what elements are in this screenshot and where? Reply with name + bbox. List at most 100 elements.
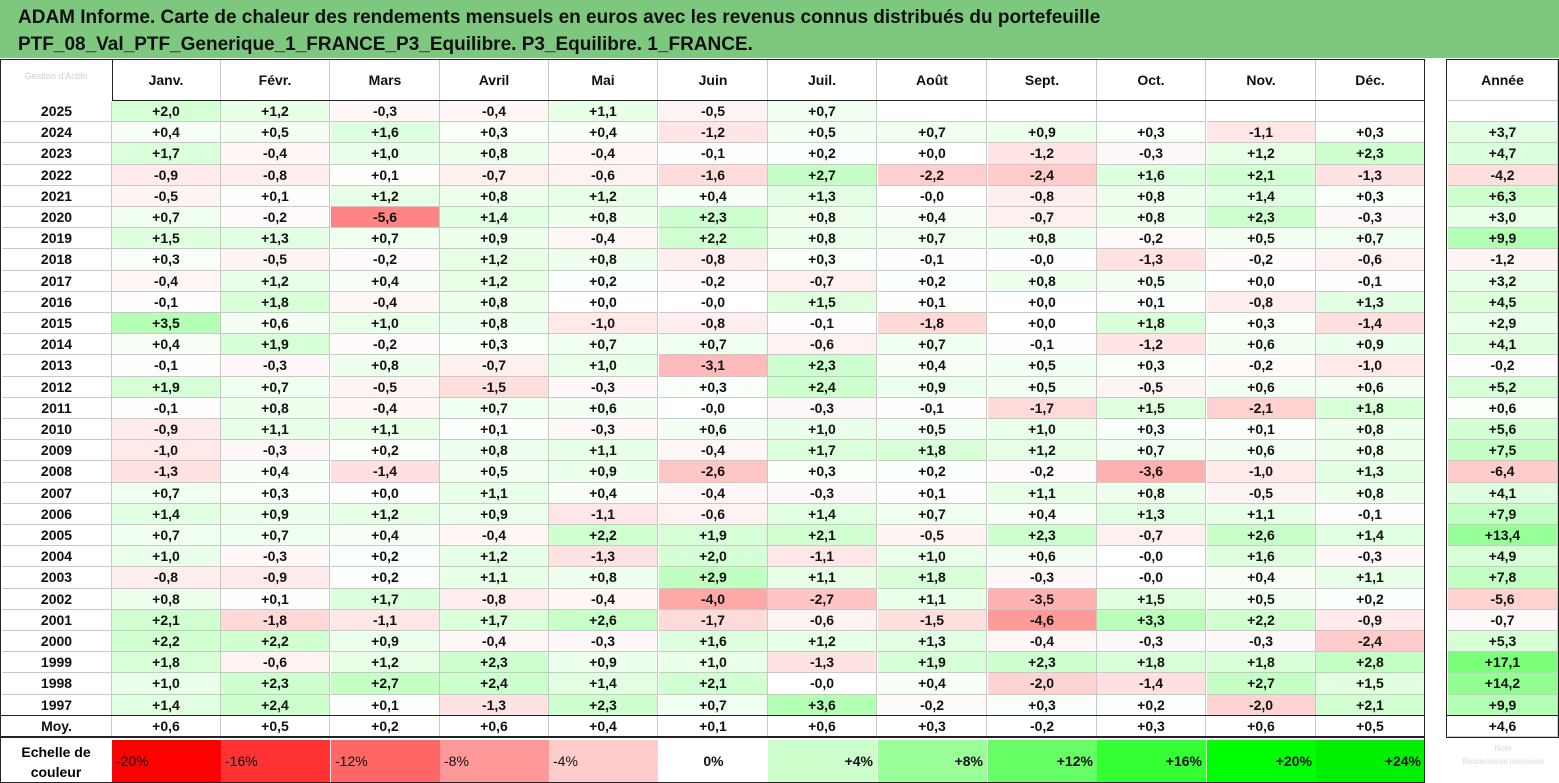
heatmap-cell: +2,1	[659, 673, 768, 695]
average-cell: +0,1	[659, 715, 768, 737]
year-label: 2004	[2, 546, 112, 568]
average-annual-value: +4,6	[1448, 715, 1558, 737]
heatmap-cell: +1,3	[768, 185, 877, 207]
year-label: 2002	[2, 588, 112, 610]
heatmap-cell: +0,7	[878, 334, 987, 356]
annual-value: +3,2	[1448, 270, 1558, 292]
heatmap-cell: +0,4	[549, 122, 658, 144]
heatmap-cell: -0,2	[1207, 355, 1316, 377]
average-label: Moy.	[2, 715, 112, 737]
heatmap-cell: +1,1	[1316, 567, 1425, 589]
heatmap-cell: +1,1	[878, 588, 987, 610]
heatmap-cell: +0,0	[988, 313, 1097, 335]
month-header: Juil.	[768, 60, 877, 101]
annual-value: -5,6	[1448, 588, 1558, 610]
average-cell: +0,3	[1097, 715, 1206, 737]
heatmap-cell: +2,3	[1207, 207, 1316, 229]
heatmap-cell: -2,4	[1316, 631, 1425, 653]
heatmap-cell: +1,2	[331, 652, 440, 674]
month-header: Janv.	[112, 60, 221, 101]
heatmap-cell: +0,8	[440, 143, 549, 165]
month-header: Mai	[549, 60, 658, 101]
heatmap-cell: -0,3	[1316, 546, 1425, 568]
heatmap-cell: -0,1	[878, 397, 987, 419]
heatmap-cell: +2,8	[1316, 652, 1425, 674]
heatmap-cell: +0,8	[988, 270, 1097, 292]
heatmap-cell: +1,1	[549, 440, 658, 462]
annual-value: +5,6	[1448, 419, 1558, 441]
heatmap-cell: -0,8	[440, 588, 549, 610]
heatmap-cell: -0,4	[112, 270, 221, 292]
annual-value: +4,9	[1448, 546, 1558, 568]
heatmap-cell: +0,5	[878, 419, 987, 441]
heatmap-cell: -1,3	[1097, 249, 1206, 271]
heatmap-cell: -0,5	[659, 101, 768, 123]
year-label: 2011	[2, 397, 112, 419]
heatmap-cell: -1,0	[112, 440, 221, 462]
heatmap-cell: +0,9	[549, 461, 658, 483]
heatmap-cell: -0,0	[1097, 567, 1206, 589]
heatmap-cell: +0,9	[440, 228, 549, 250]
heatmap-cell: +2,2	[659, 228, 768, 250]
heatmap-cell: -0,0	[659, 291, 768, 313]
heatmap-cell: +0,7	[112, 207, 221, 229]
heatmap-cell: -0,7	[1097, 525, 1206, 547]
heatmap-cell: -1,2	[1097, 334, 1206, 356]
heatmap-cell: +0,3	[768, 249, 877, 271]
heatmap-cell: +1,1	[331, 419, 440, 441]
heatmap-cell: +0,8	[1316, 440, 1425, 462]
annual-value: -6,4	[1448, 461, 1558, 483]
heatmap-cell: +0,9	[1316, 334, 1425, 356]
heatmap-cell: +1,6	[659, 631, 768, 653]
heatmap-cell: +2,3	[549, 694, 658, 716]
heatmap-cell: +0,0	[1207, 270, 1316, 292]
heatmap-cell: -1,3	[1316, 164, 1425, 186]
heatmap-cell: -1,7	[988, 397, 1097, 419]
heatmap-cell: +1,8	[221, 291, 330, 313]
heatmap-cell: -0,7	[768, 270, 877, 292]
heatmap-cell: +0,6	[221, 313, 330, 335]
heatmap-cell: -0,9	[221, 567, 330, 589]
heatmap-cell: -5,6	[331, 207, 440, 229]
average-cell: -0,2	[988, 715, 1097, 737]
heatmap-cell: +0,3	[440, 334, 549, 356]
heatmap-cell: -0,3	[1316, 207, 1425, 229]
heatmap-cell: +2,4	[221, 694, 330, 716]
heatmap-cell: -3,5	[988, 588, 1097, 610]
heatmap-cell: +3,5	[112, 313, 221, 335]
heatmap-cell: +0,4	[331, 525, 440, 547]
heatmap-cell: +1,7	[331, 588, 440, 610]
heatmap-cell: +1,1	[440, 482, 549, 504]
heatmap-cell: +0,7	[878, 228, 987, 250]
heatmap-cell: -0,4	[659, 440, 768, 462]
month-header: Déc.	[1316, 60, 1425, 101]
annual-value: +4,5	[1448, 291, 1558, 313]
heatmap-cell: +0,8	[221, 397, 330, 419]
heatmap-cell	[988, 101, 1097, 123]
heatmap-cell	[1097, 101, 1206, 123]
heatmap-cell: -0,1	[1316, 503, 1425, 525]
heatmap-cell: +0,5	[1207, 228, 1316, 250]
heatmap-cell: +1,0	[331, 313, 440, 335]
heatmap-cell: +0,5	[768, 122, 877, 144]
heatmap-cell: +1,5	[112, 228, 221, 250]
heatmap-cell: -0,4	[331, 397, 440, 419]
color-scale-swatch: +4%	[768, 740, 877, 782]
heatmap-cell: +0,7	[1316, 228, 1425, 250]
color-scale-swatch: -8%	[440, 740, 549, 782]
heatmap-cell: -0,3	[768, 397, 877, 419]
heatmap-cell: -1,6	[659, 164, 768, 186]
heatmap-cell: -0,6	[549, 164, 658, 186]
heatmap-cell: +1,1	[440, 567, 549, 589]
heatmap-cell: +0,9	[221, 503, 330, 525]
annual-value: -0,7	[1448, 609, 1558, 631]
heatmap-cell: +0,9	[331, 631, 440, 653]
heatmap-cell: +1,0	[988, 419, 1097, 441]
heatmap-cell: +0,3	[221, 482, 330, 504]
faded-note: Note Rendements mensuels	[1448, 742, 1558, 782]
heatmap-cell: +0,2	[768, 143, 877, 165]
heatmap-cell: -0,2	[1097, 228, 1206, 250]
heatmap-cell: +0,8	[440, 440, 549, 462]
heatmap-cell: +0,3	[1097, 122, 1206, 144]
annual-value: +5,3	[1448, 631, 1558, 653]
